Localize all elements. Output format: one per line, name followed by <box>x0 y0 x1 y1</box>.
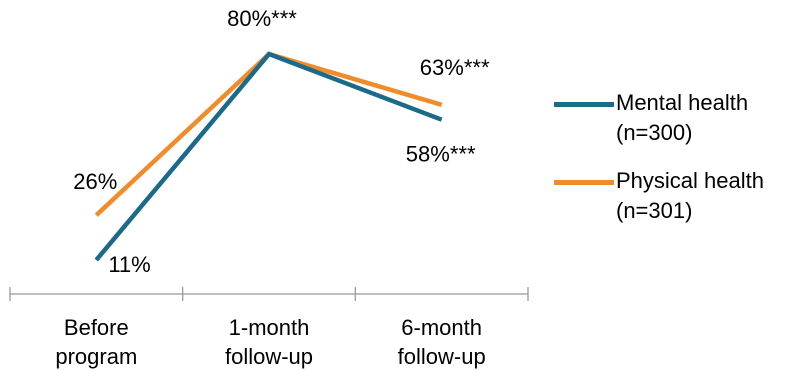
x-tick-label: follow-up <box>398 344 486 369</box>
legend-label-physical-health: Physical health (n=301) <box>616 166 764 226</box>
series-line-mental-health <box>94 51 443 262</box>
legend-label-line: (n=301) <box>616 198 693 223</box>
x-tick-label: 6-month <box>401 315 482 340</box>
data-label: 63%*** <box>420 55 490 80</box>
legend-swatch-physical-health <box>554 180 614 185</box>
legend-label-line: (n=300) <box>616 120 693 145</box>
data-label: 58%*** <box>406 142 476 167</box>
x-tick-label: follow-up <box>225 344 313 369</box>
data-label: 11% <box>108 252 150 277</box>
data-labels: 11% 58%*** 26% 80%*** 63%*** <box>73 6 490 277</box>
data-label: 80%*** <box>227 6 297 31</box>
x-tick-label: 1-month <box>229 315 310 340</box>
data-label: 26% <box>73 169 117 194</box>
x-axis: Before program 1-month follow-up 6-month foll… <box>9 287 529 369</box>
legend-label-mental-health: Mental health (n=300) <box>616 88 748 148</box>
series-line-physical-health <box>94 51 443 217</box>
legend-label-line: Mental health <box>616 90 749 115</box>
x-tick-label: program <box>55 344 137 369</box>
legend-label-line: Physical health <box>616 168 764 193</box>
x-tick-label: Before <box>64 315 129 340</box>
legend-swatch-mental-health <box>554 102 614 107</box>
series-lines <box>94 51 443 262</box>
